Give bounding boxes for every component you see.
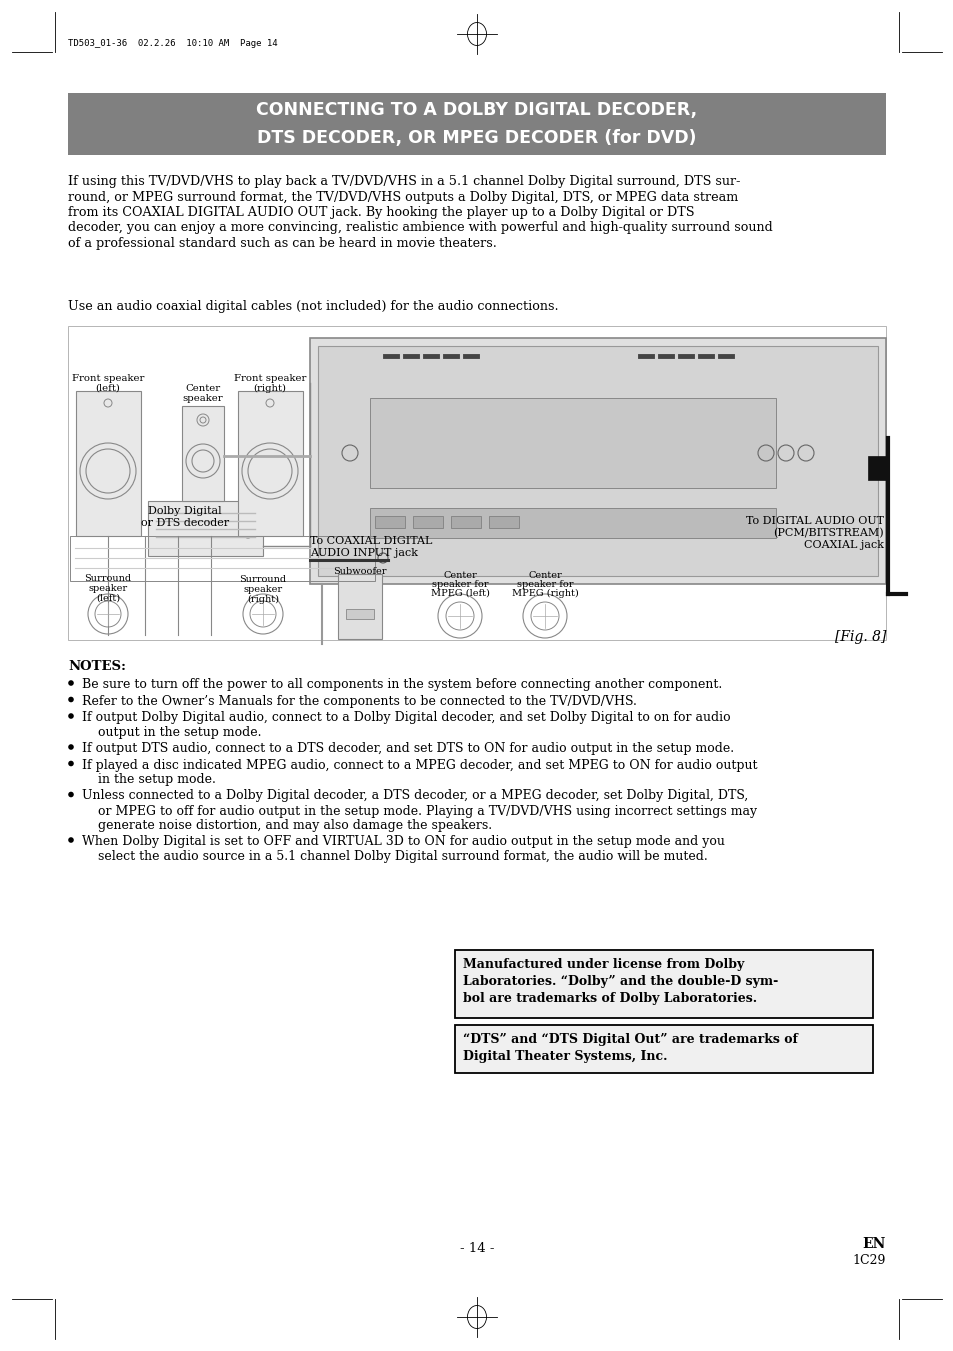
Text: Surround: Surround [239, 576, 286, 584]
Bar [148, 501, 263, 557]
Text: If using this TV/DVD/VHS to play back a TV/DVD/VHS in a 5.1 channel Dolby Digita: If using this TV/DVD/VHS to play back a … [68, 176, 740, 188]
Circle shape [68, 761, 73, 766]
Text: speaker for: speaker for [517, 580, 573, 589]
Circle shape [68, 838, 73, 843]
Circle shape [68, 680, 73, 686]
Text: CONNECTING TO A DOLBY DIGITAL DECODER,: CONNECTING TO A DOLBY DIGITAL DECODER, [256, 101, 697, 119]
Bar [182, 407, 224, 501]
Bar [317, 346, 877, 576]
Text: of a professional standard such as can be heard in movie theaters.: of a professional standard such as can b… [68, 236, 497, 250]
Text: 1C29: 1C29 [852, 1254, 885, 1266]
Text: Use an audio coaxial digital cables (not included) for the audio connections.: Use an audio coaxial digital cables (not… [68, 300, 558, 313]
Bar [455, 950, 872, 1019]
Text: COAXIAL jack: COAXIAL jack [803, 540, 883, 550]
Text: or DTS decoder: or DTS decoder [141, 517, 229, 528]
Bar [867, 457, 885, 480]
Text: AUDIO INPUT jack: AUDIO INPUT jack [310, 549, 417, 558]
Bar [346, 609, 374, 619]
Text: NOTES:: NOTES: [68, 661, 126, 673]
Bar [370, 508, 775, 538]
Bar [76, 390, 141, 536]
Bar [375, 516, 405, 528]
Text: decoder, you can enjoy a more convincing, realistic ambience with powerful and h: decoder, you can enjoy a more convincing… [68, 222, 772, 235]
Circle shape [68, 713, 73, 719]
Text: Front speaker: Front speaker [71, 374, 144, 382]
Bar [413, 516, 442, 528]
Text: [Fig. 8]: [Fig. 8] [834, 630, 885, 644]
Text: Subwoofer: Subwoofer [333, 567, 386, 576]
Circle shape [68, 744, 73, 750]
Text: Surround: Surround [85, 574, 132, 584]
Text: (PCM/BITSTREAM): (PCM/BITSTREAM) [773, 528, 883, 538]
Text: To COAXIAL DIGITAL: To COAXIAL DIGITAL [310, 536, 432, 546]
Text: round, or MPEG surround format, the TV/DVD/VHS outputs a Dolby Digital, DTS, or : round, or MPEG surround format, the TV/D… [68, 190, 738, 204]
Text: (left): (left) [96, 594, 120, 603]
Text: Front speaker: Front speaker [233, 374, 306, 382]
Text: To DIGITAL AUDIO OUT: To DIGITAL AUDIO OUT [745, 516, 883, 526]
Bar [70, 536, 375, 581]
Text: “DTS” and “DTS Digital Out” are trademarks of
Digital Theater Systems, Inc.: “DTS” and “DTS Digital Out” are trademar… [462, 1034, 797, 1063]
Bar [337, 574, 381, 639]
Text: When Dolby Digital is set to OFF and VIRTUAL 3D to ON for audio output in the se: When Dolby Digital is set to OFF and VIR… [82, 835, 724, 863]
Text: Center: Center [442, 571, 476, 580]
Text: speaker: speaker [182, 394, 223, 403]
Text: Manufactured under license from Dolby
Laboratories. “Dolby” and the double-D sym: Manufactured under license from Dolby La… [462, 958, 778, 1005]
Bar [68, 93, 885, 155]
Text: speaker for: speaker for [432, 580, 488, 589]
Bar [451, 516, 480, 528]
Circle shape [68, 697, 73, 703]
Circle shape [68, 792, 73, 797]
Text: DTS DECODER, OR MPEG DECODER (for DVD): DTS DECODER, OR MPEG DECODER (for DVD) [257, 128, 696, 147]
Text: MPEG (right): MPEG (right) [511, 589, 578, 598]
Text: (right): (right) [247, 594, 278, 604]
Text: Refer to the Owner’s Manuals for the components to be connected to the TV/DVD/VH: Refer to the Owner’s Manuals for the com… [82, 694, 637, 708]
Text: If played a disc indicated MPEG audio, connect to a MPEG decoder, and set MPEG t: If played a disc indicated MPEG audio, c… [82, 758, 757, 786]
Bar [370, 399, 775, 488]
Text: If output DTS audio, connect to a DTS decoder, and set DTS to ON for audio outpu: If output DTS audio, connect to a DTS de… [82, 742, 734, 755]
Text: (right): (right) [253, 384, 286, 393]
Text: - 14 -: - 14 - [459, 1242, 494, 1255]
Bar [489, 516, 518, 528]
Bar [310, 338, 885, 584]
Text: speaker: speaker [243, 585, 282, 594]
Text: If output Dolby Digital audio, connect to a Dolby Digital decoder, and set Dolby: If output Dolby Digital audio, connect t… [82, 711, 730, 739]
Text: speaker: speaker [89, 584, 128, 593]
Text: Be sure to turn off the power to all components in the system before connecting : Be sure to turn off the power to all com… [82, 678, 721, 690]
Text: (left): (left) [95, 384, 120, 393]
Bar [455, 1025, 872, 1073]
Text: MPEG (left): MPEG (left) [430, 589, 489, 598]
Text: TD503_01-36  02.2.26  10:10 AM  Page 14: TD503_01-36 02.2.26 10:10 AM Page 14 [68, 39, 277, 49]
Text: from its COAXIAL DIGITAL AUDIO OUT jack. By hooking the player up to a Dolby Dig: from its COAXIAL DIGITAL AUDIO OUT jack.… [68, 205, 694, 219]
Text: Center: Center [528, 571, 561, 580]
Bar [68, 326, 885, 640]
Bar [237, 390, 303, 536]
Text: EN: EN [862, 1238, 885, 1251]
Text: Unless connected to a Dolby Digital decoder, a DTS decoder, or a MPEG decoder, s: Unless connected to a Dolby Digital deco… [82, 789, 757, 832]
Text: Dolby Digital: Dolby Digital [148, 507, 222, 516]
Text: Center: Center [185, 384, 220, 393]
